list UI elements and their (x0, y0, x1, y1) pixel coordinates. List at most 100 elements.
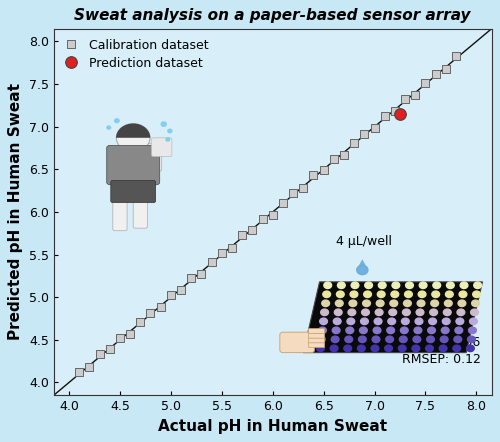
Calibration dataset (452, 53, 460, 60)
Circle shape (334, 318, 341, 324)
Circle shape (371, 345, 379, 351)
Circle shape (404, 291, 412, 297)
Circle shape (402, 318, 409, 324)
Circle shape (455, 327, 462, 334)
Calibration dataset (432, 70, 440, 77)
Polygon shape (304, 282, 482, 353)
Circle shape (440, 336, 448, 343)
FancyBboxPatch shape (280, 332, 314, 353)
Calibration dataset (310, 172, 318, 179)
Calibration dataset (156, 304, 164, 311)
Circle shape (454, 336, 462, 343)
Calibration dataset (106, 346, 114, 353)
Circle shape (387, 327, 394, 334)
Calibration dataset (218, 249, 226, 256)
Circle shape (334, 309, 342, 316)
Calibration dataset (370, 125, 378, 132)
FancyBboxPatch shape (308, 343, 324, 347)
Calibration dataset (412, 91, 420, 99)
Calibration dataset (116, 335, 124, 342)
Circle shape (338, 282, 345, 289)
Circle shape (416, 309, 424, 316)
Circle shape (457, 309, 465, 316)
Circle shape (330, 345, 338, 351)
FancyBboxPatch shape (146, 144, 162, 171)
Circle shape (336, 300, 343, 307)
Calibration dataset (126, 330, 134, 337)
Calibration dataset (96, 351, 104, 358)
Calibration dataset (177, 286, 185, 293)
Calibration dataset (146, 309, 154, 316)
Calibration dataset (360, 130, 368, 137)
Circle shape (433, 282, 440, 289)
FancyBboxPatch shape (152, 138, 172, 156)
Circle shape (318, 336, 326, 343)
Circle shape (414, 327, 422, 334)
Circle shape (468, 336, 475, 343)
Calibration dataset (300, 185, 308, 192)
Calibration dataset (340, 151, 348, 158)
Calibration dataset (442, 65, 450, 72)
Circle shape (432, 291, 440, 297)
Circle shape (331, 336, 339, 343)
Circle shape (324, 282, 332, 289)
Circle shape (413, 336, 421, 343)
Circle shape (362, 300, 370, 307)
Circle shape (444, 300, 452, 307)
Circle shape (426, 336, 434, 343)
Circle shape (444, 309, 451, 316)
Circle shape (373, 327, 381, 334)
Circle shape (114, 119, 119, 122)
Circle shape (466, 345, 474, 351)
Circle shape (428, 318, 436, 324)
Circle shape (372, 336, 380, 343)
Calibration dataset (279, 199, 287, 206)
Circle shape (418, 291, 426, 297)
Circle shape (442, 318, 450, 324)
Circle shape (406, 282, 413, 289)
Circle shape (349, 300, 357, 307)
Calibration dataset (350, 139, 358, 146)
Circle shape (415, 318, 423, 324)
Calibration dataset (208, 259, 216, 266)
Circle shape (404, 300, 411, 307)
Calibration dataset (330, 156, 338, 163)
Circle shape (430, 309, 438, 316)
Circle shape (428, 327, 436, 334)
Circle shape (323, 291, 330, 297)
Circle shape (446, 291, 453, 297)
Circle shape (468, 327, 476, 334)
Circle shape (378, 282, 386, 289)
Circle shape (166, 138, 170, 141)
Circle shape (389, 309, 396, 316)
Wedge shape (116, 123, 150, 138)
Circle shape (358, 345, 365, 351)
Circle shape (348, 309, 356, 316)
Calibration dataset (320, 167, 328, 174)
Circle shape (417, 300, 425, 307)
Calibration dataset (167, 291, 175, 298)
Legend: Calibration dataset, Prediction dataset: Calibration dataset, Prediction dataset (60, 35, 212, 73)
Circle shape (446, 282, 454, 289)
Circle shape (388, 318, 396, 324)
Circle shape (350, 291, 358, 297)
Circle shape (318, 327, 326, 334)
Circle shape (351, 282, 359, 289)
Circle shape (456, 318, 464, 324)
Circle shape (360, 318, 368, 324)
Circle shape (391, 291, 398, 297)
Circle shape (439, 345, 447, 351)
Circle shape (161, 122, 166, 126)
Circle shape (358, 336, 366, 343)
Calibration dataset (198, 271, 205, 278)
Circle shape (360, 327, 368, 334)
Circle shape (458, 300, 466, 307)
Circle shape (398, 345, 406, 351)
Polygon shape (359, 259, 366, 266)
Circle shape (378, 291, 385, 297)
Circle shape (344, 345, 352, 351)
Circle shape (364, 291, 372, 297)
Circle shape (364, 282, 372, 289)
Circle shape (336, 291, 344, 297)
Prediction dataset (396, 110, 404, 118)
